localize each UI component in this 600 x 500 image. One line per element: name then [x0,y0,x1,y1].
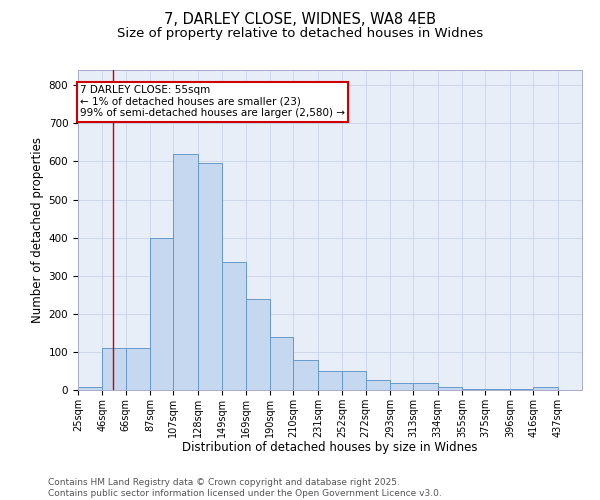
Bar [245,300,270,390]
Bar [510,389,533,390]
Bar [126,348,150,390]
Bar [223,262,245,390]
Text: Size of property relative to detached houses in Widnes: Size of property relative to detached ho… [117,28,483,40]
Bar [342,371,365,390]
Bar [390,383,413,390]
Bar [150,238,173,390]
Bar [413,383,437,390]
Bar [462,389,485,390]
Bar [485,389,510,390]
X-axis label: Distribution of detached houses by size in Widnes: Distribution of detached houses by size … [182,442,478,454]
Bar [318,371,342,390]
Bar [293,360,318,390]
Bar [78,388,103,390]
Bar [365,380,390,390]
Text: 7, DARLEY CLOSE, WIDNES, WA8 4EB: 7, DARLEY CLOSE, WIDNES, WA8 4EB [164,12,436,28]
Bar [437,388,462,390]
Bar [198,162,223,390]
Bar [270,338,293,390]
Text: 7 DARLEY CLOSE: 55sqm
← 1% of detached houses are smaller (23)
99% of semi-detac: 7 DARLEY CLOSE: 55sqm ← 1% of detached h… [80,85,346,118]
Y-axis label: Number of detached properties: Number of detached properties [31,137,44,323]
Bar [173,154,198,390]
Bar [103,348,126,390]
Text: Contains HM Land Registry data © Crown copyright and database right 2025.
Contai: Contains HM Land Registry data © Crown c… [48,478,442,498]
Bar [533,388,557,390]
